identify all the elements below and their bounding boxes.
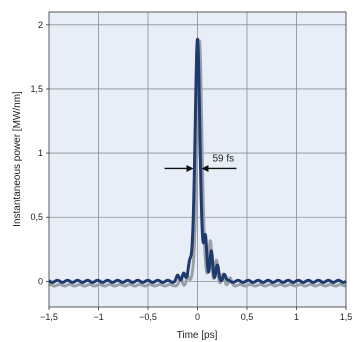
series-line-1 bbox=[47, 37, 348, 284]
y-tick-label: 2 bbox=[38, 20, 43, 30]
x-tick-label: 0 bbox=[195, 312, 200, 322]
y-tick-label: 1 bbox=[38, 148, 43, 158]
annotation-layer: 59 fs bbox=[164, 153, 237, 172]
y-axis-label: Instantaneous power [MW/nm] bbox=[12, 91, 23, 227]
plot-frame bbox=[48, 11, 347, 308]
fwhm-arrowhead-right bbox=[201, 164, 209, 172]
x-tick-label: −1 bbox=[93, 312, 103, 322]
y-tick-label: 0,5 bbox=[30, 212, 43, 222]
x-tick-labels: −1,5 −1 −0,5 0 0,5 1 1,5 bbox=[40, 312, 352, 322]
y-tick-labels: 0 0,5 1 1,5 2 bbox=[30, 20, 43, 287]
series-layer bbox=[47, 37, 348, 288]
fwhm-arrowhead-left bbox=[186, 164, 194, 172]
x-tick-label: −0,5 bbox=[139, 312, 157, 322]
x-tick-label: 0,5 bbox=[241, 312, 254, 322]
series-line-0 bbox=[47, 39, 348, 288]
y-tick-label: 1,5 bbox=[30, 84, 43, 94]
fwhm-label: 59 fs bbox=[212, 153, 234, 164]
y-tick-label: 0 bbox=[38, 276, 43, 286]
x-tick-label: −1,5 bbox=[40, 312, 58, 322]
x-axis-label: Time [ps] bbox=[177, 330, 218, 341]
x-tick-label: 1 bbox=[294, 312, 299, 322]
x-tick-label: 1,5 bbox=[340, 312, 353, 322]
